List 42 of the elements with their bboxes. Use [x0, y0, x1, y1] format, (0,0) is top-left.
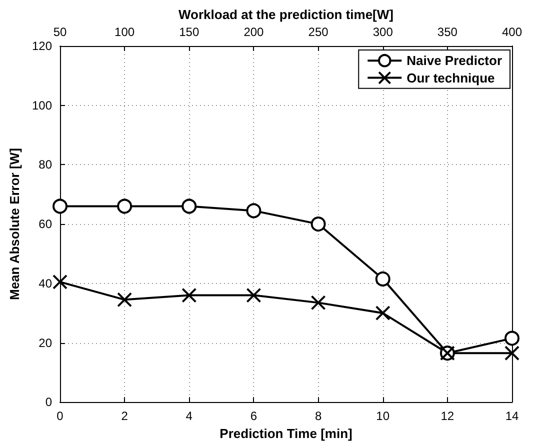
y-tick-label: 20: [38, 336, 52, 350]
point: [375, 271, 390, 286]
y-tick-label: 120: [32, 39, 52, 53]
x-tick-label: 2: [121, 409, 128, 424]
point: [182, 288, 197, 303]
x-tick-label: 14: [505, 409, 519, 424]
x-tick-label: 8: [314, 409, 322, 424]
point: [182, 198, 197, 214]
y-tick-label: 40: [38, 276, 52, 290]
point: [375, 306, 390, 321]
x-tick-label: 12: [440, 409, 454, 424]
x-axis-title: Prediction Time [min]: [220, 426, 352, 441]
point: [246, 203, 262, 218]
point: [310, 295, 326, 310]
y-axis-title: Mean Absolute Error [W]: [7, 148, 22, 300]
y-tick-label: 0: [45, 395, 52, 410]
y-tick-label: 100: [32, 98, 52, 112]
legend-label: Our technique: [406, 70, 495, 86]
x-tick-label: 10: [376, 409, 390, 424]
point: [310, 216, 326, 232]
legend-label: Naive Predictor: [406, 53, 502, 68]
point: [246, 288, 262, 303]
x2-tick-label: 350: [437, 25, 458, 39]
point: [117, 198, 132, 214]
point: [52, 274, 68, 290]
x-tick-label: 4: [186, 409, 193, 424]
x2-tick-label: 400: [502, 25, 522, 39]
x2-tick-label: 250: [308, 25, 329, 39]
point: [117, 292, 132, 308]
x-tick-label: 6: [250, 409, 258, 424]
point: [504, 330, 520, 346]
y-tick-label: 80: [38, 158, 52, 172]
x2-tick-label: 150: [179, 25, 200, 39]
x2-axis-title: Workload at the prediction time[W]: [178, 7, 394, 22]
x2-tick-label: 200: [244, 25, 264, 39]
x-tick-label: 0: [56, 409, 64, 424]
x2-tick-label: 50: [53, 25, 67, 39]
point: [52, 198, 68, 214]
point: [504, 346, 520, 361]
y-tick-label: 60: [38, 217, 52, 232]
x2-tick-label: 100: [114, 25, 135, 39]
x2-tick-label: 300: [372, 25, 394, 39]
